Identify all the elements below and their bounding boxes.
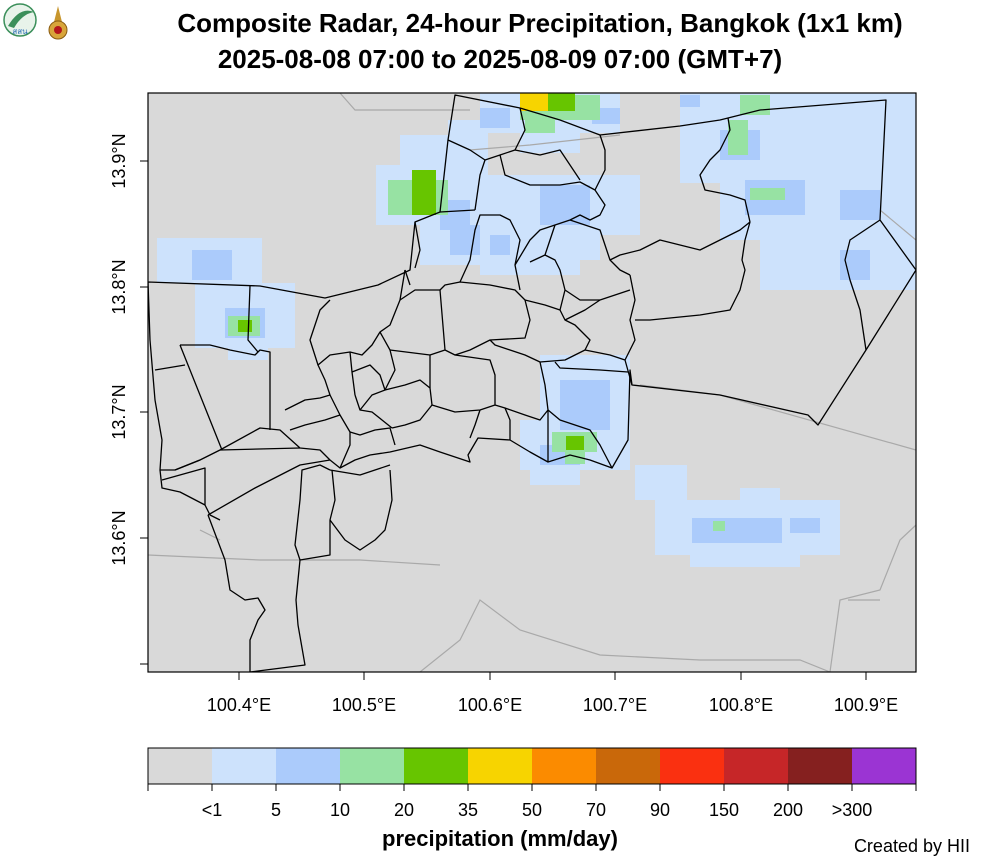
y-tick-label: 13.9°N [109, 133, 129, 188]
legend-swatch [276, 748, 341, 784]
royal-emblem-icon [48, 6, 68, 40]
precip-cell-group-50mm [520, 93, 548, 111]
x-tick-label: 100.4°E [207, 695, 271, 715]
legend-tick-label: >300 [832, 800, 873, 820]
legend-swatch [340, 748, 405, 784]
legend-tick-label: 150 [709, 800, 739, 820]
map-subtitle: 2025-08-08 07:00 to 2025-08-09 07:00 (GM… [217, 44, 783, 74]
x-tick-label: 100.8°E [709, 695, 773, 715]
district-boundaries [148, 94, 916, 672]
legend-tick-label: 35 [458, 800, 478, 820]
legend-swatch [852, 748, 917, 784]
x-tick-label: 100.5°E [332, 695, 396, 715]
legend-tick-label: 70 [586, 800, 606, 820]
legend-swatch [148, 748, 213, 784]
credit-text: Created by HII [853, 836, 970, 856]
legend-tick-label: 90 [650, 800, 670, 820]
y-axis [140, 160, 148, 665]
x-tick-label: 100.6°E [458, 695, 522, 715]
logo-group: สสน [3, 3, 68, 40]
legend-colorbar [148, 748, 917, 784]
legend-swatch [596, 748, 661, 784]
legend-tick-label: 200 [773, 800, 803, 820]
legend-swatch [788, 748, 853, 784]
legend-tick-label: <1 [202, 800, 223, 820]
legend-tick-label: 50 [522, 800, 542, 820]
legend-swatch [468, 748, 533, 784]
legend-tick-label: 5 [271, 800, 281, 820]
legend-tick-label: 10 [330, 800, 350, 820]
legend-tick-label: 20 [394, 800, 414, 820]
hii-logo-icon: สสน [3, 3, 37, 37]
y-tick-label: 13.8°N [109, 259, 129, 314]
legend-swatch [660, 748, 725, 784]
legend-swatch [404, 748, 469, 784]
map-title: Composite Radar, 24-hour Precipitation, … [177, 8, 903, 38]
y-tick-label: 13.6°N [109, 510, 129, 565]
y-tick-label: 13.7°N [109, 384, 129, 439]
x-tick-label: 100.9°E [834, 695, 898, 715]
legend-title: precipitation (mm/day) [382, 826, 618, 851]
map-frame [147, 92, 917, 673]
x-tick-label: 100.7°E [583, 695, 647, 715]
precip-cells [148, 93, 916, 672]
legend-swatch [212, 748, 277, 784]
legend-swatch [724, 748, 789, 784]
x-axis [238, 672, 867, 680]
legend-swatch [532, 748, 597, 784]
legend-ticks: <1 5 10 20 35 50 70 90 150 200 >300 [147, 784, 917, 820]
hii-logo-text: สสน [12, 27, 28, 36]
